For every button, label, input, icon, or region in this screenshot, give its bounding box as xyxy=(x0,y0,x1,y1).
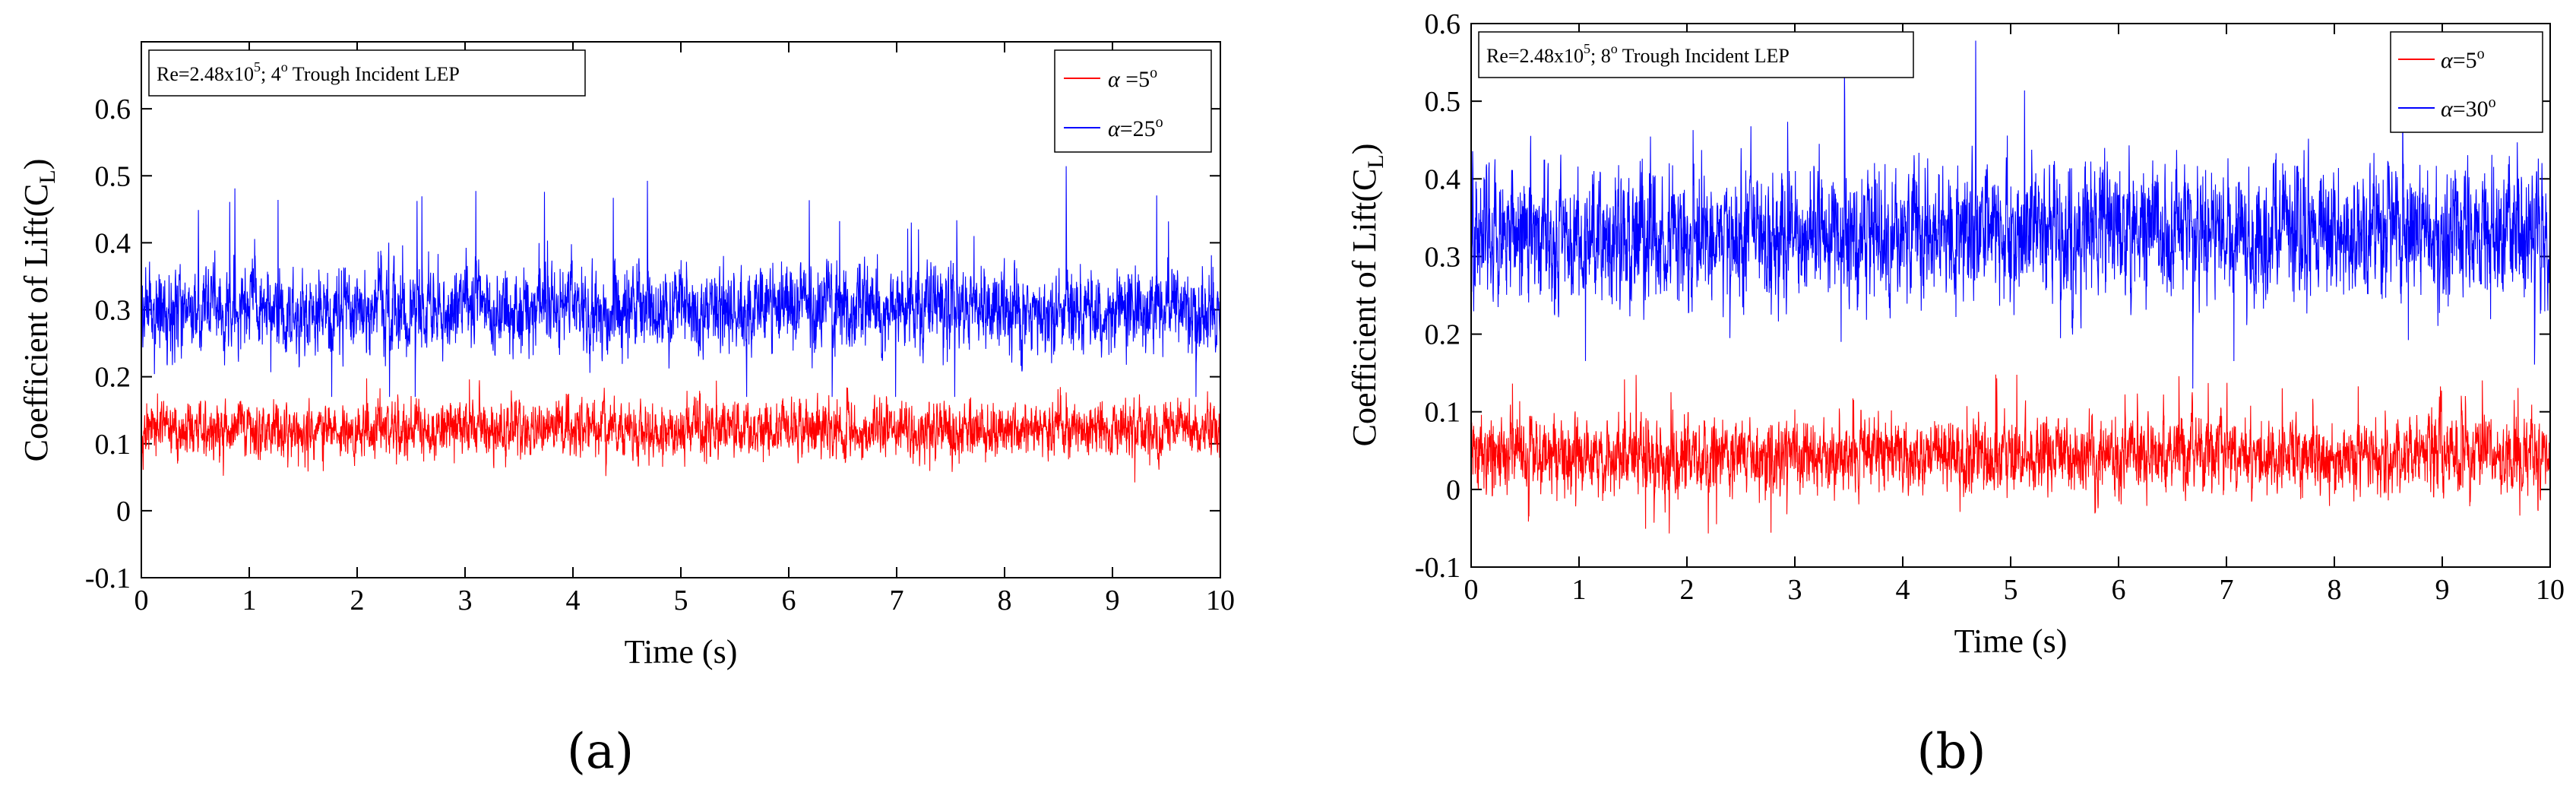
x-tick-label: 9 xyxy=(1106,585,1120,616)
chart-a: 0 1 2 3 4 5 6 7 8 9 10 -0.100.10.20.30.40.50.6 Re=… xyxy=(17,41,1235,780)
legend-degree: o xyxy=(1156,114,1163,131)
x-tick-label: 0 xyxy=(134,585,149,616)
y-tick-label: 0.3 xyxy=(95,295,131,327)
x-tick-label: 7 xyxy=(890,585,904,616)
y-tick-label: 0 xyxy=(1446,474,1460,506)
svg-text:Re=2.48x105; 8o Trough Inciden: Re=2.48x105; 8o Trough Incident LEP xyxy=(1486,41,1790,67)
legend-value: =5 xyxy=(2453,48,2477,73)
x-axis-ticks: 0 1 2 3 4 5 6 7 8 9 10 xyxy=(1464,24,2565,606)
annotation-prefix: Re=2.48x10 xyxy=(1486,45,1584,67)
y-tick-label: 0.4 xyxy=(95,227,131,259)
legend-label-alpha-5: α=5o xyxy=(2441,46,2485,73)
legend-alpha: α xyxy=(1108,116,1121,141)
annotation-prefix: Re=2.48x10 xyxy=(157,63,254,85)
annotation-suffix: Trough Incident LEP xyxy=(288,63,460,85)
annotation-box: Re=2.48x105; 4o Trough Incident LEP xyxy=(148,49,586,97)
panel-label-b: (b) xyxy=(1917,724,1986,780)
x-tick-label: 8 xyxy=(2328,574,2342,606)
legend-alpha: α xyxy=(2441,48,2454,73)
series-line-5 xyxy=(1470,374,2551,534)
y-tick-label: 0.5 xyxy=(95,160,131,192)
legend-degree: o xyxy=(2477,46,2485,62)
y-tick-label: 0.2 xyxy=(1425,319,1461,351)
y-tick-label: 0.1 xyxy=(1425,397,1461,429)
x-tick-label: 2 xyxy=(1680,574,1695,606)
annotation-sup2: o xyxy=(1611,41,1618,56)
annotation-sup: 5 xyxy=(1584,41,1590,56)
legend-alpha: α xyxy=(1108,67,1121,92)
x-tick-label: 6 xyxy=(782,585,796,616)
legend-label-alpha-25: α=25o xyxy=(1108,114,1163,141)
x-tick-label: 10 xyxy=(1206,585,1235,616)
x-tick-label: 5 xyxy=(2004,574,2018,606)
y-tick-label: -0.1 xyxy=(1415,552,1460,584)
y-axis-label-close: ) xyxy=(17,159,55,170)
panel-label-a: (a) xyxy=(567,724,634,780)
legend-value: =30 xyxy=(2453,97,2489,122)
series-line-30 xyxy=(1470,40,2551,389)
legend-label-alpha-5: α =5o xyxy=(1108,65,1157,92)
y-axis-label: Coefficient of Lift(CL) xyxy=(17,159,60,462)
x-tick-label: 5 xyxy=(674,585,688,616)
plot-frame xyxy=(1470,23,2551,568)
series-group xyxy=(1470,40,2551,534)
x-tick-label: 10 xyxy=(2536,574,2565,606)
annotation-mid: ; 4 xyxy=(261,63,281,85)
y-axis-label-close: ) xyxy=(1346,144,1383,155)
x-tick-label: 7 xyxy=(2220,574,2234,606)
x-tick-label: 1 xyxy=(242,585,257,616)
y-tick-label: -0.1 xyxy=(85,563,131,594)
y-tick-label: 0.3 xyxy=(1425,241,1461,273)
y-tick-label: 0.6 xyxy=(1425,8,1461,40)
y-tick-label: 0.1 xyxy=(95,429,131,461)
x-tick-label: 4 xyxy=(1896,574,1910,606)
legend: α=5o α=30o xyxy=(2390,31,2543,133)
annotation-mid: ; 8 xyxy=(1590,45,1611,67)
annotation-box: Re=2.48x105; 8o Trough Incident LEP xyxy=(1478,31,1914,78)
y-axis-ticks: -0.1 0 0.1 0.2 0.3 0.4 0.5 0.6 xyxy=(85,93,1220,594)
x-axis-ticks: 0 1 2 3 4 5 6 7 8 9 10 xyxy=(134,42,1235,616)
legend-value: =5 xyxy=(1120,67,1150,92)
y-axis-label-main: Coefficient of Lift(C xyxy=(17,184,55,462)
annotation-sup: 5 xyxy=(254,59,261,74)
y-tick-label: 0 xyxy=(116,496,131,528)
y-tick-label: 0.4 xyxy=(1425,163,1461,195)
legend-degree: o xyxy=(2489,94,2496,111)
x-axis-label: Time (s) xyxy=(625,633,738,670)
series-line-5 xyxy=(141,378,1221,483)
x-axis-label: Time (s) xyxy=(1954,623,2068,660)
svg-text:Re=2.48x105; 4o Trough Inciden: Re=2.48x105; 4o Trough Incident LEP xyxy=(157,59,460,85)
y-axis-label-main: Coefficient of Lift(C xyxy=(1346,169,1383,447)
annotation-sup2: o xyxy=(281,59,288,74)
chart-b: 0 1 2 3 4 5 6 7 8 9 10 -0.100.10.20.30.40.50.6 Re=… xyxy=(1346,8,2565,780)
legend-alpha: α xyxy=(2441,97,2454,122)
x-tick-label: 4 xyxy=(566,585,581,616)
series-group xyxy=(141,166,1221,483)
y-tick-label: 0.6 xyxy=(95,93,131,125)
annotation-suffix: Trough Incident LEP xyxy=(1618,45,1790,67)
y-axis-label: Coefficient of Lift(CL) xyxy=(1346,144,1388,447)
series-line-25 xyxy=(141,166,1221,398)
plot-frame xyxy=(141,41,1221,578)
x-tick-label: 1 xyxy=(1572,574,1587,606)
x-tick-label: 6 xyxy=(2112,574,2126,606)
legend-degree: o xyxy=(1150,65,1157,81)
x-tick-label: 9 xyxy=(2435,574,2450,606)
x-tick-label: 0 xyxy=(1464,574,1479,606)
y-tick-label: 0.2 xyxy=(95,362,131,394)
legend-value: =25 xyxy=(1120,116,1156,141)
y-axis-label-sub: L xyxy=(1363,154,1388,168)
y-tick-label: 0.5 xyxy=(1425,86,1461,118)
legend-label-alpha-30: α=30o xyxy=(2441,94,2496,122)
x-tick-label: 8 xyxy=(998,585,1012,616)
x-tick-label: 2 xyxy=(350,585,365,616)
y-axis-label-sub: L xyxy=(35,170,60,183)
x-tick-label: 3 xyxy=(1788,574,1802,606)
x-tick-label: 3 xyxy=(458,585,473,616)
legend: α =5o α=25o xyxy=(1054,49,1212,153)
